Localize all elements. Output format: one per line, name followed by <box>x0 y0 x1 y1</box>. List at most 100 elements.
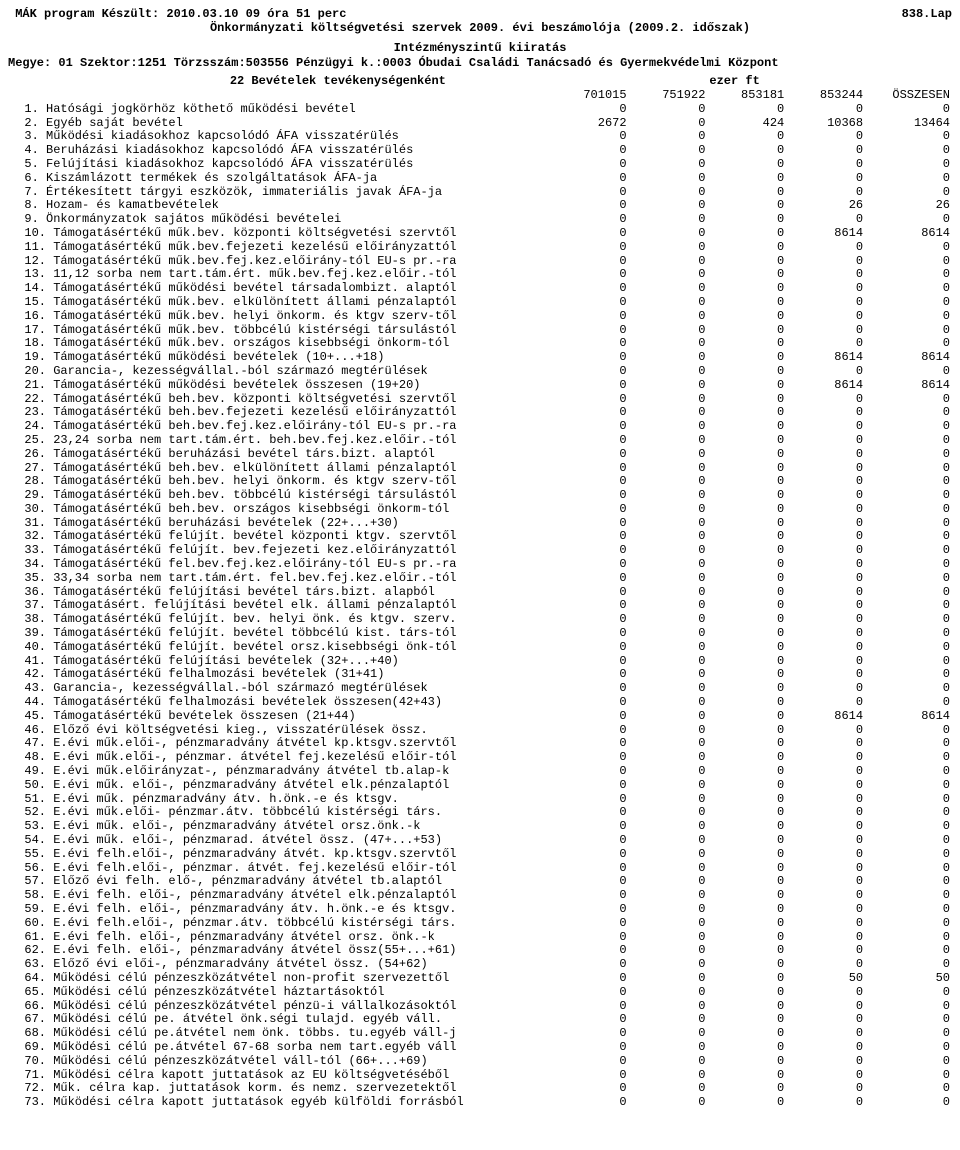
row-value: 8614 <box>865 227 952 241</box>
row-value: 0 <box>629 793 708 807</box>
row-value: 0 <box>629 613 708 627</box>
row-value: 8614 <box>786 710 865 724</box>
row-value: 0 <box>550 682 629 696</box>
row-label: 25. 23,24 sorba nem tart.tám.ért. beh.be… <box>8 434 550 448</box>
row-value: 0 <box>707 889 786 903</box>
row-value: 0 <box>865 296 952 310</box>
row-value: 0 <box>786 213 865 227</box>
row-label: 20. Garancia-, kezességvállal.-ból szárm… <box>8 365 550 379</box>
row-value: 0 <box>786 544 865 558</box>
row-value: 0 <box>550 862 629 876</box>
row-value: 0 <box>550 337 629 351</box>
row-value: 0 <box>629 986 708 1000</box>
row-value: 0 <box>707 572 786 586</box>
row-label: 59. E.évi felh. elői-, pénzmaradvány átv… <box>8 903 550 917</box>
row-value: 0 <box>786 655 865 669</box>
table-row: 40. Támogatásértékű felújít. bevétel ors… <box>8 641 952 655</box>
row-value: 0 <box>707 806 786 820</box>
row-value: 26 <box>786 199 865 213</box>
table-row: 46. Előző évi költségvetési kieg., vissz… <box>8 724 952 738</box>
row-label: 28. Támogatásértékű beh.bev. helyi önkor… <box>8 475 550 489</box>
row-value: 0 <box>786 172 865 186</box>
row-value: 0 <box>865 944 952 958</box>
table-row: 43. Garancia-, kezességvállal.-ból szárm… <box>8 682 952 696</box>
row-label: 33. Támogatásértékű felújít. bev.fejezet… <box>8 544 550 558</box>
row-label: 1. Hatósági jogkörhöz köthető működési b… <box>8 103 550 117</box>
table-row: 68. Működési célú pe.átvétel nem önk. tö… <box>8 1027 952 1041</box>
row-value: 0 <box>865 862 952 876</box>
row-value: 0 <box>629 875 708 889</box>
row-value: 0 <box>786 296 865 310</box>
row-label: 61. E.évi felh. elői-, pénzmaradvány átv… <box>8 931 550 945</box>
row-value: 0 <box>550 544 629 558</box>
col-h3: 853181 <box>707 89 786 103</box>
table-row: 10. Támogatásértékű műk.bev. központi kö… <box>8 227 952 241</box>
row-value: 0 <box>550 1082 629 1096</box>
row-value: 0 <box>550 931 629 945</box>
row-value: 0 <box>786 1055 865 1069</box>
row-value: 0 <box>786 1096 865 1110</box>
row-label: 39. Támogatásértékű felújít. bevétel töb… <box>8 627 550 641</box>
row-value: 0 <box>629 324 708 338</box>
column-headers: 701015 751922 853181 853244 ÖSSZESEN <box>8 89 952 103</box>
row-value: 0 <box>865 255 952 269</box>
row-value: 8614 <box>865 379 952 393</box>
row-value: 8614 <box>865 710 952 724</box>
row-value: 0 <box>786 282 865 296</box>
row-label: 72. Műk. célra kap. juttatások korm. és … <box>8 1082 550 1096</box>
row-value: 0 <box>707 986 786 1000</box>
row-value: 0 <box>629 1055 708 1069</box>
row-value: 0 <box>786 903 865 917</box>
row-value: 0 <box>629 1027 708 1041</box>
row-value: 0 <box>550 903 629 917</box>
row-value: 0 <box>707 1096 786 1110</box>
row-label: 43. Garancia-, kezességvállal.-ból szárm… <box>8 682 550 696</box>
table-row: 66. Működési célú pénzeszközátvétel pénz… <box>8 1000 952 1014</box>
row-value: 0 <box>865 503 952 517</box>
table-row: 33. Támogatásértékű felújít. bev.fejezet… <box>8 544 952 558</box>
row-value: 0 <box>629 1000 708 1014</box>
row-value: 0 <box>786 848 865 862</box>
report-title-row: 22 Bevételek tevékenységenként ezer ft <box>8 75 952 89</box>
row-value: 0 <box>550 696 629 710</box>
table-row: 70. Működési célú pénzeszközátvétel váll… <box>8 1055 952 1069</box>
row-value: 0 <box>865 144 952 158</box>
row-value: 0 <box>550 972 629 986</box>
row-value: 0 <box>550 393 629 407</box>
row-value: 0 <box>629 530 708 544</box>
row-value: 0 <box>707 820 786 834</box>
row-value: 0 <box>786 627 865 641</box>
col-h1: 701015 <box>550 89 629 103</box>
row-value: 0 <box>865 310 952 324</box>
row-value: 0 <box>550 875 629 889</box>
row-value: 0 <box>550 434 629 448</box>
row-value: 0 <box>550 296 629 310</box>
row-value: 0 <box>865 241 952 255</box>
table-row: 45. Támogatásértékű bevételek összesen (… <box>8 710 952 724</box>
row-value: 0 <box>707 351 786 365</box>
row-value: 0 <box>707 310 786 324</box>
row-value: 0 <box>550 268 629 282</box>
table-row: 49. E.évi műk.előirányzat-, pénzmaradván… <box>8 765 952 779</box>
row-value: 0 <box>707 489 786 503</box>
row-value: 0 <box>550 227 629 241</box>
row-value: 0 <box>865 1055 952 1069</box>
row-value: 0 <box>629 586 708 600</box>
row-value: 0 <box>629 834 708 848</box>
row-value: 0 <box>786 724 865 738</box>
row-label: 22. Támogatásértékű beh.bev. központi kö… <box>8 393 550 407</box>
row-label: 11. Támogatásértékű műk.bev.fejezeti kez… <box>8 241 550 255</box>
row-value: 0 <box>865 530 952 544</box>
row-value: 0 <box>786 889 865 903</box>
row-value: 0 <box>786 613 865 627</box>
table-row: 17. Támogatásértékű műk.bev. többcélú ki… <box>8 324 952 338</box>
row-value: 0 <box>786 1013 865 1027</box>
row-value: 0 <box>629 365 708 379</box>
row-label: 36. Támogatásértékű felújítási bevétel t… <box>8 586 550 600</box>
table-row: 51. E.évi műk. pénzmaradvány átv. h.önk.… <box>8 793 952 807</box>
table-row: 7. Értékesített tárgyi eszközök, immater… <box>8 186 952 200</box>
row-value: 0 <box>865 475 952 489</box>
row-value: 26 <box>865 199 952 213</box>
row-value: 0 <box>786 406 865 420</box>
row-value: 0 <box>707 130 786 144</box>
